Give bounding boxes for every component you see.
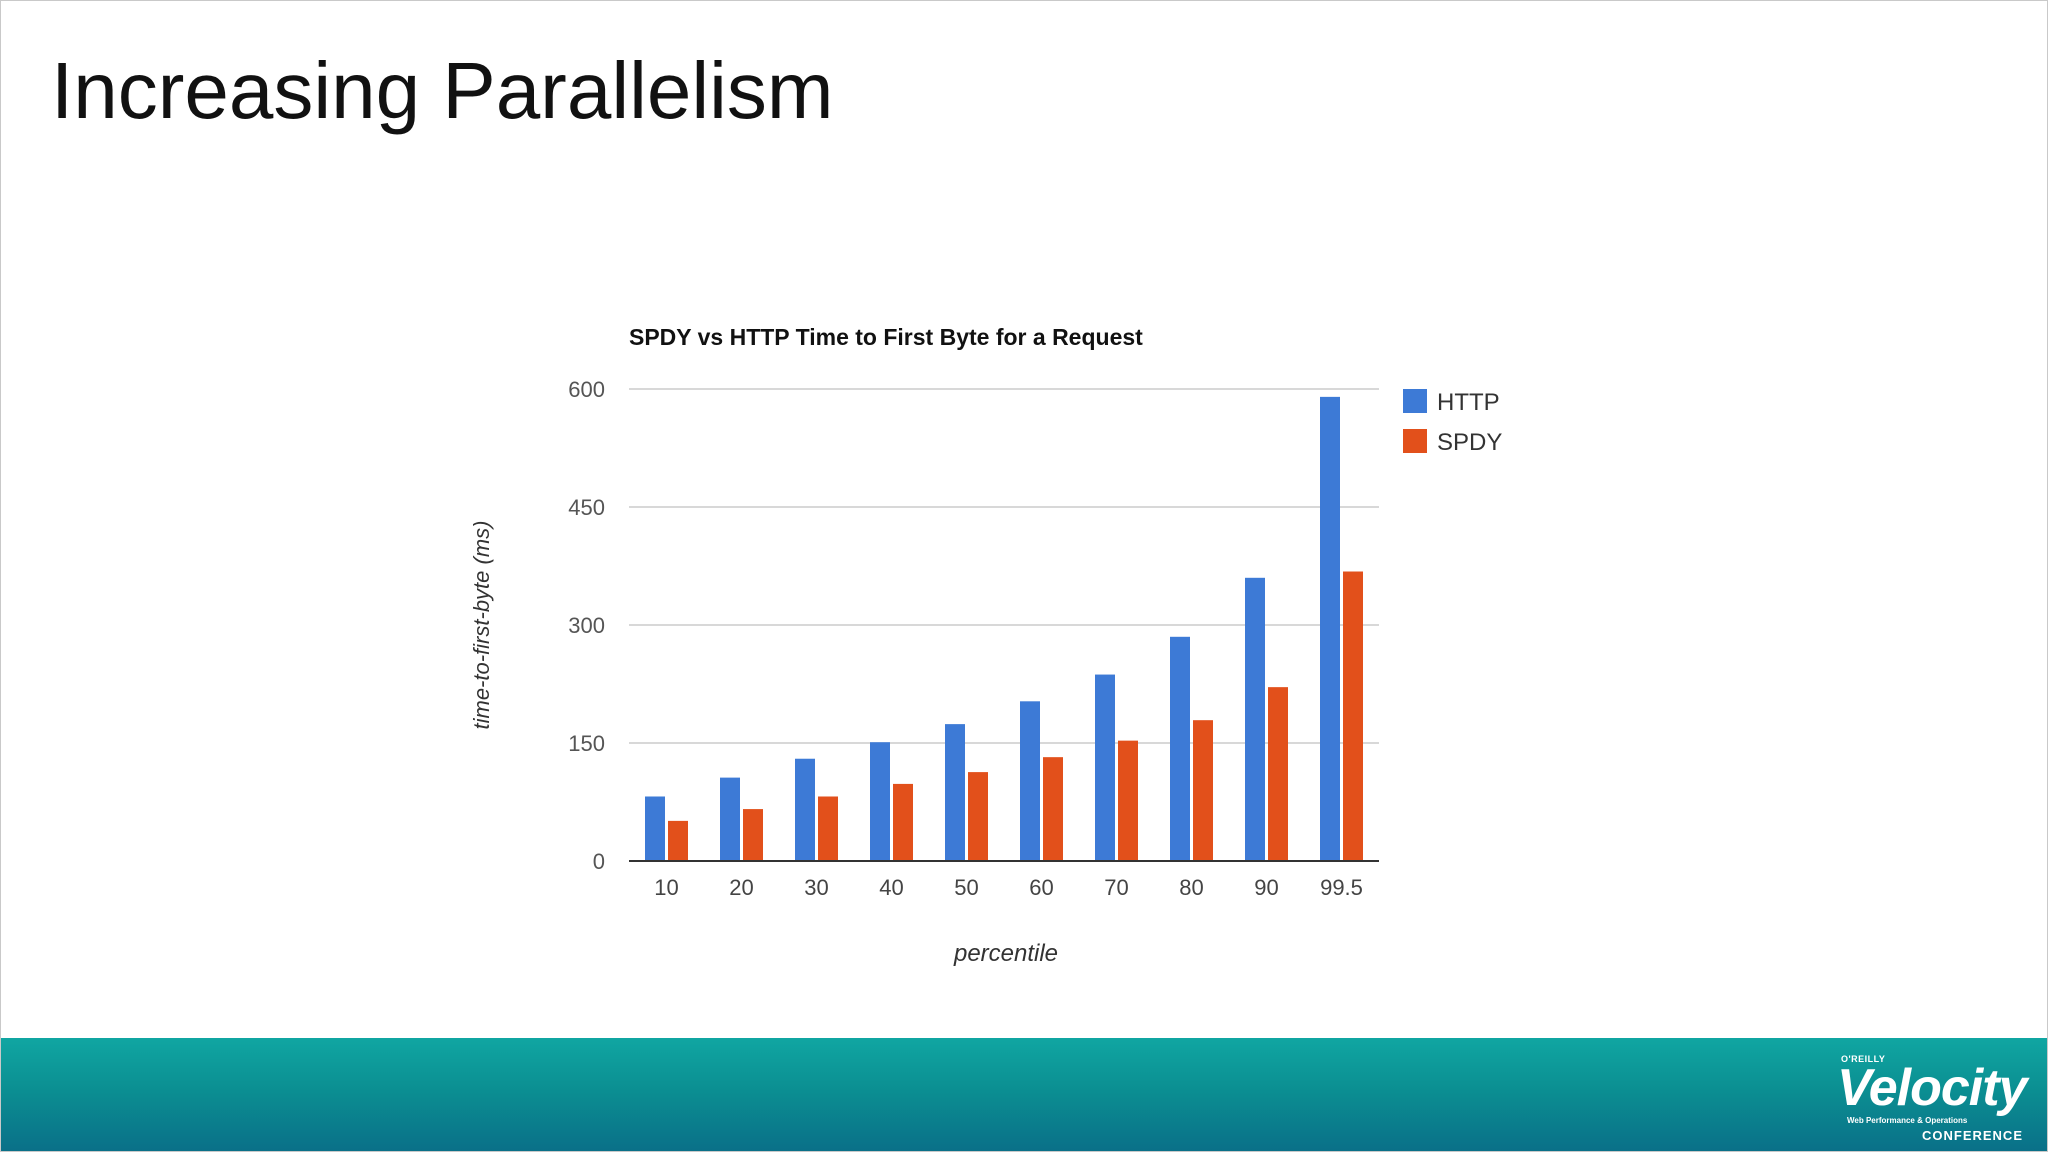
footer-band: O'REILLY Velocity Web Performance & Oper…	[1, 1038, 2047, 1151]
y-tick-label: 300	[568, 613, 605, 638]
y-tick-label: 0	[593, 849, 605, 874]
legend-swatch-spdy	[1403, 429, 1427, 453]
x-tick-label: 20	[729, 875, 753, 900]
x-tick-label: 80	[1179, 875, 1203, 900]
bar-spdy	[968, 772, 988, 861]
bar-spdy	[1193, 720, 1213, 861]
bar-http	[945, 724, 965, 861]
chart-bars	[645, 396, 1363, 861]
x-tick-label: 70	[1104, 875, 1128, 900]
bar-spdy	[893, 783, 913, 861]
x-tick-label: 50	[954, 875, 978, 900]
bar-http	[795, 758, 815, 861]
bar-spdy	[1343, 571, 1363, 861]
x-tick-label: 30	[804, 875, 828, 900]
bar-spdy	[668, 820, 688, 861]
y-tick-label: 150	[568, 731, 605, 756]
bar-spdy	[1043, 757, 1063, 861]
bar-spdy	[1268, 687, 1288, 861]
bar-http	[1170, 636, 1190, 861]
y-tick-label: 600	[568, 377, 605, 402]
logo-name: Velocity	[1837, 1059, 2027, 1117]
legend-label-spdy: SPDY	[1437, 429, 1502, 456]
chart: SPDY vs HTTP Time to First Byte for a Re…	[469, 324, 1502, 967]
y-axis-label: time-to-first-byte (ms)	[469, 521, 494, 730]
logo-publisher: O'REILLY	[1841, 1054, 1886, 1064]
x-tick-label: 60	[1029, 875, 1053, 900]
x-tick-label: 10	[654, 875, 678, 900]
legend-swatch-http	[1403, 389, 1427, 413]
x-tick-label: 40	[879, 875, 903, 900]
bar-spdy	[743, 809, 763, 861]
bar-http	[1095, 674, 1115, 861]
logo-tagline: Web Performance & Operations	[1847, 1116, 1968, 1125]
chart-legend: HTTP SPDY	[1403, 389, 1502, 456]
velocity-logo: O'REILLY Velocity Web Performance & Oper…	[1837, 1054, 2027, 1146]
y-axis-ticks: 0 150 300 450 600	[568, 377, 605, 874]
bar-http	[1020, 701, 1040, 861]
bar-spdy	[1118, 740, 1138, 861]
bar-spdy	[818, 796, 838, 861]
chart-title: SPDY vs HTTP Time to First Byte for a Re…	[629, 324, 1143, 350]
logo-conference: CONFERENCE	[1921, 1128, 2023, 1143]
bar-http	[1320, 396, 1340, 861]
x-tick-label: 90	[1254, 875, 1278, 900]
slide-title: Increasing Parallelism	[51, 46, 834, 135]
bar-http	[870, 742, 890, 861]
legend-label-http: HTTP	[1437, 389, 1500, 416]
y-tick-label: 450	[568, 495, 605, 520]
chart-gridlines	[629, 388, 1379, 744]
bar-http	[720, 777, 740, 861]
x-axis-label: percentile	[953, 940, 1058, 967]
x-axis-ticks: 10 20 30 40 50 60 70 80 90 99.5	[654, 875, 1363, 900]
bar-http	[1245, 577, 1265, 861]
x-tick-label: 99.5	[1320, 875, 1363, 900]
bar-http	[645, 796, 665, 861]
